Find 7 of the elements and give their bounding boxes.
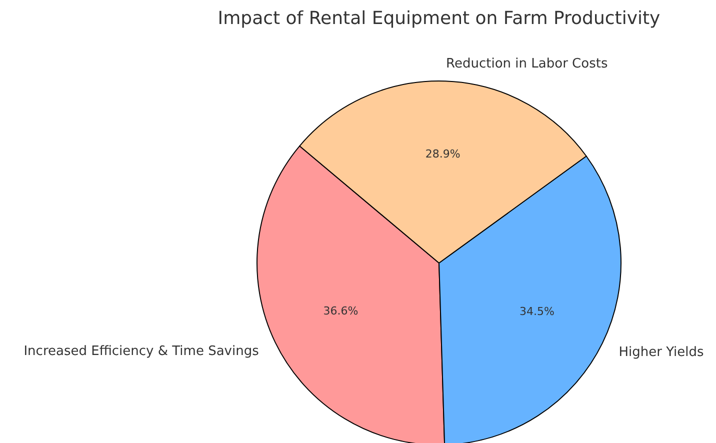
slice-label: Higher Yields xyxy=(618,344,704,360)
data-label: 28.9% xyxy=(425,148,460,161)
chart-title: Impact of Rental Equipment on Farm Productivity xyxy=(218,8,661,29)
data-label: 36.6% xyxy=(323,304,358,318)
data-label: 34.5% xyxy=(520,304,555,318)
slice-label: Reduction in Labor Costs xyxy=(446,56,608,72)
slice-label: Increased Efficiency & Time Savings xyxy=(24,344,260,359)
